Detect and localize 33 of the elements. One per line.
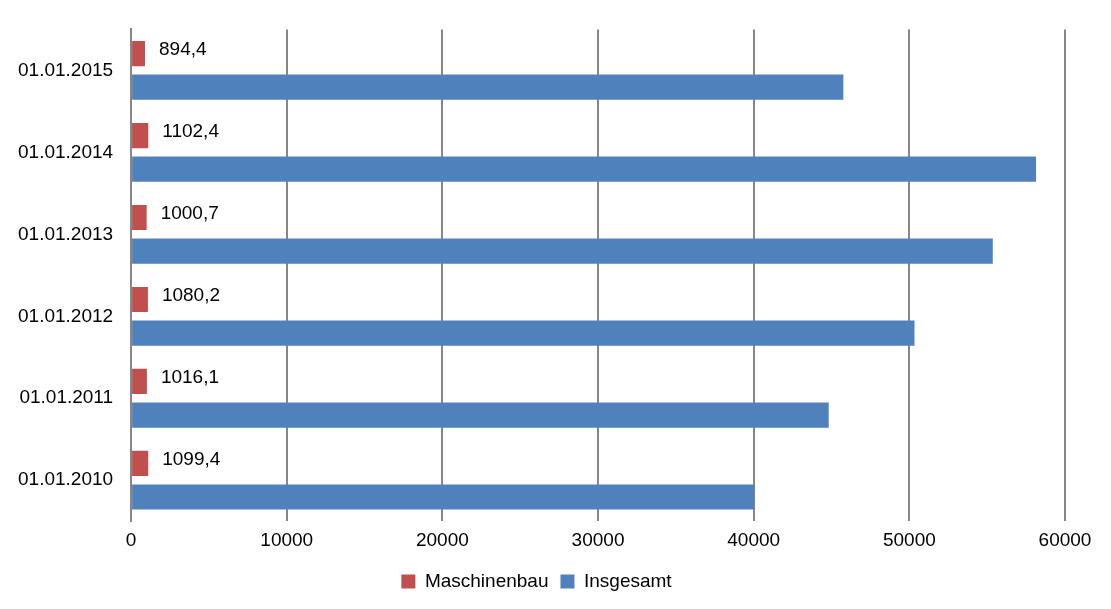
x-tick-label: 10000 — [260, 528, 314, 550]
data-label: 1000,7 — [160, 201, 219, 223]
legend-label: Insgesamt — [583, 569, 673, 591]
bar — [132, 286, 148, 313]
y-tick-label: 01.01.2013 — [18, 222, 114, 244]
legend-label: Maschinenbau — [424, 569, 549, 591]
x-tick-label: 30000 — [571, 528, 625, 550]
y-tick-label: 01.01.2014 — [18, 140, 114, 162]
bar — [132, 320, 915, 346]
x-tick-label: 60000 — [1038, 528, 1092, 550]
bar — [132, 368, 147, 395]
bar — [132, 204, 147, 231]
bar — [132, 450, 149, 477]
bar — [132, 402, 829, 428]
y-tick-label: 01.01.2010 — [18, 468, 114, 490]
data-label: 1102,4 — [162, 119, 220, 141]
data-label: 1080,2 — [161, 283, 221, 305]
y-tick-label: 01.01.2015 — [18, 58, 114, 80]
bar — [132, 122, 149, 149]
x-tick-label: 20000 — [415, 528, 469, 550]
data-label: 1099,4 — [162, 447, 221, 469]
data-label: 1016,1 — [160, 365, 220, 387]
y-tick-label: 01.01.2012 — [18, 304, 114, 326]
bar — [132, 238, 993, 264]
x-tick-label: 40000 — [727, 528, 781, 550]
bar — [132, 40, 146, 67]
y-tick-label: 01.01.2011 — [19, 386, 114, 408]
bar — [132, 156, 1037, 182]
bar — [132, 74, 844, 100]
data-label: 894,4 — [159, 37, 207, 59]
x-tick-label: 50000 — [882, 528, 936, 550]
bar — [132, 484, 755, 510]
x-tick-label: 0 — [125, 528, 137, 550]
